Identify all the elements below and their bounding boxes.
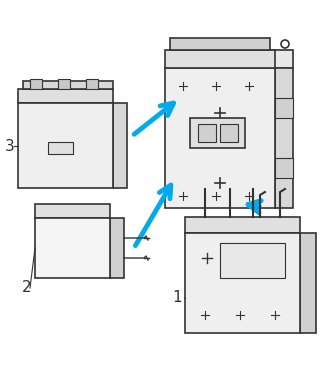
Bar <box>35 204 110 218</box>
Bar <box>275 98 293 118</box>
Bar <box>220 124 238 142</box>
Bar <box>18 103 113 188</box>
Text: 1: 1 <box>172 290 182 306</box>
Bar <box>165 68 275 208</box>
Bar <box>23 81 113 89</box>
Bar <box>170 38 270 50</box>
Text: 2: 2 <box>22 280 32 296</box>
Bar <box>30 79 42 89</box>
Bar <box>220 243 285 278</box>
Bar <box>58 79 70 89</box>
Text: 3: 3 <box>5 139 15 154</box>
Bar <box>48 142 73 154</box>
Bar <box>275 68 293 208</box>
Bar <box>190 118 245 148</box>
Bar <box>86 79 98 89</box>
Bar <box>198 124 216 142</box>
Bar <box>35 218 110 278</box>
Bar <box>113 103 127 188</box>
Bar <box>300 233 316 333</box>
Bar <box>183 50 293 68</box>
Bar <box>275 158 293 178</box>
Bar <box>185 217 300 233</box>
Bar <box>185 233 300 333</box>
Bar <box>165 50 275 68</box>
Bar <box>110 218 124 278</box>
Bar <box>18 89 113 103</box>
